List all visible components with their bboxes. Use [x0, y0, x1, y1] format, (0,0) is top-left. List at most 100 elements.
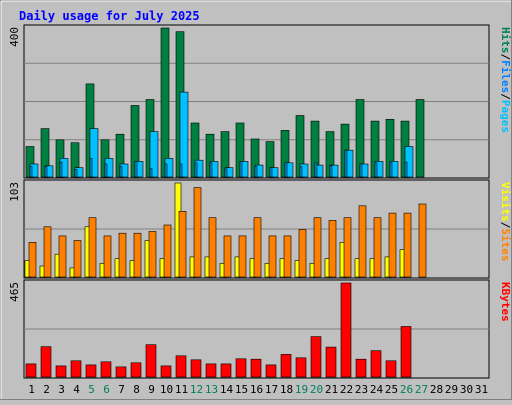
x-tick-label: 27 [415, 383, 428, 396]
bar-pages-day-15 [239, 161, 243, 178]
bar-kbytes-day-13 [205, 363, 217, 378]
bar-sites-day-6 [103, 235, 112, 278]
bar-pages-day-22 [344, 149, 348, 178]
bar-pages-day-23 [359, 163, 363, 178]
bar-sites-day-8 [133, 232, 142, 278]
bar-kbytes-day-10 [160, 365, 172, 378]
x-tick-label: 17 [265, 383, 278, 396]
bar-kbytes-day-21 [325, 346, 337, 378]
bar-sites-day-1 [28, 242, 37, 278]
legend-pages: Pages [499, 100, 512, 133]
series-legend: KBytes [499, 282, 512, 322]
series-legend: Visits/Sites [499, 182, 512, 262]
bar-hits-day-10 [160, 27, 170, 178]
y-axis-max-label: 465 [8, 282, 21, 302]
bar-pages-day-12 [194, 162, 198, 178]
x-tick-label: 14 [220, 383, 234, 396]
bar-sites-day-2 [43, 226, 52, 278]
bar-kbytes-day-19 [295, 357, 307, 378]
x-tick-label: 12 [190, 383, 203, 396]
bar-sites-day-9 [148, 231, 157, 278]
bar-pages-day-20 [314, 162, 318, 178]
bar-kbytes-day-12 [190, 359, 202, 378]
x-tick-label: 7 [118, 383, 125, 396]
bar-sites-day-18 [283, 235, 292, 278]
x-tick-label: 2 [43, 383, 50, 396]
bar-pages-day-8 [134, 161, 138, 178]
panel-1: 103 Visits/Sites [8, 179, 512, 279]
bar-sites-day-14 [223, 235, 232, 278]
bar-kbytes-day-26 [400, 326, 412, 378]
bar-kbytes-day-7 [115, 366, 127, 378]
x-tick-label: 18 [280, 383, 293, 396]
bar-pages-day-13 [209, 162, 213, 178]
bar-files-day-9 [149, 131, 159, 178]
bar-kbytes-day-16 [250, 358, 262, 378]
bar-files-day-5 [89, 128, 99, 178]
x-tick-label: 4 [73, 383, 80, 396]
bar-sites-day-20 [313, 217, 322, 278]
bar-kbytes-day-11 [175, 355, 187, 378]
bar-pages-day-24 [374, 162, 378, 178]
bar-pages-day-3 [59, 161, 63, 178]
bar-sites-day-4 [73, 240, 82, 278]
bar-sites-day-21 [328, 220, 337, 278]
bar-pages-day-14 [224, 168, 228, 178]
bar-files-day-11 [179, 91, 189, 178]
series-legend: Hits/Files/Pages [499, 27, 512, 133]
bar-sites-day-26 [403, 212, 412, 278]
bar-pages-day-4 [74, 169, 78, 178]
x-tick-label: 1 [28, 383, 35, 396]
bar-sites-day-27 [418, 203, 427, 278]
bar-kbytes-day-3 [55, 365, 67, 378]
x-tick-label: 22 [340, 383, 353, 396]
bar-sites-day-15 [238, 235, 247, 278]
x-tick-label: 20 [310, 383, 323, 396]
bar-sites-day-25 [388, 212, 397, 278]
bar-sites-day-3 [58, 235, 67, 278]
x-tick-label: 25 [385, 383, 398, 396]
bar-kbytes-day-1 [25, 363, 37, 378]
x-tick-label: 30 [460, 383, 473, 396]
legend-slash: / [499, 222, 512, 229]
legend-sites: Sites [499, 228, 512, 261]
bar-pages-day-10 [164, 163, 168, 178]
x-tick-label: 9 [148, 383, 155, 396]
legend-slash: / [499, 54, 512, 61]
bar-files-day-26 [404, 146, 414, 178]
bar-kbytes-day-23 [355, 358, 367, 378]
bar-pages-day-21 [329, 165, 333, 178]
x-tick-label: 13 [205, 383, 218, 396]
bar-sites-day-24 [373, 217, 382, 278]
x-tick-label: 24 [370, 383, 384, 396]
x-tick-label: 26 [400, 383, 413, 396]
bar-pages-day-26 [404, 161, 408, 178]
bar-kbytes-day-25 [385, 360, 397, 378]
bar-kbytes-day-24 [370, 350, 382, 378]
bar-sites-day-23 [358, 205, 367, 278]
x-tick-label: 10 [160, 383, 173, 396]
y-axis-max-label: 400 [8, 27, 21, 47]
legend-kbytes: KBytes [499, 282, 512, 322]
bar-kbytes-day-2 [40, 346, 52, 378]
bar-kbytes-day-14 [220, 363, 232, 378]
bar-kbytes-day-5 [85, 364, 97, 378]
bar-kbytes-day-15 [235, 358, 247, 378]
bar-sites-day-13 [208, 217, 217, 278]
panel-2: 465 KBytes [8, 279, 512, 379]
bar-pages-day-25 [389, 162, 393, 178]
x-tick-label: 21 [325, 383, 338, 396]
bar-sites-day-17 [268, 235, 277, 278]
x-axis-day-labels: 1 2 3 4 5 6 7 8 9 10 11 12 13 14 15 16 17 18 19 20 21 22 23 24 2… [28, 383, 488, 396]
bar-pages-day-17 [269, 167, 273, 178]
x-tick-label: 23 [355, 383, 368, 396]
x-tick-label: 3 [58, 383, 65, 396]
bar-pages-day-6 [104, 163, 108, 178]
bar-kbytes-day-22 [340, 282, 352, 378]
x-tick-label: 16 [250, 383, 263, 396]
bar-pages-day-16 [254, 166, 258, 178]
bar-sites-day-5 [88, 217, 97, 278]
